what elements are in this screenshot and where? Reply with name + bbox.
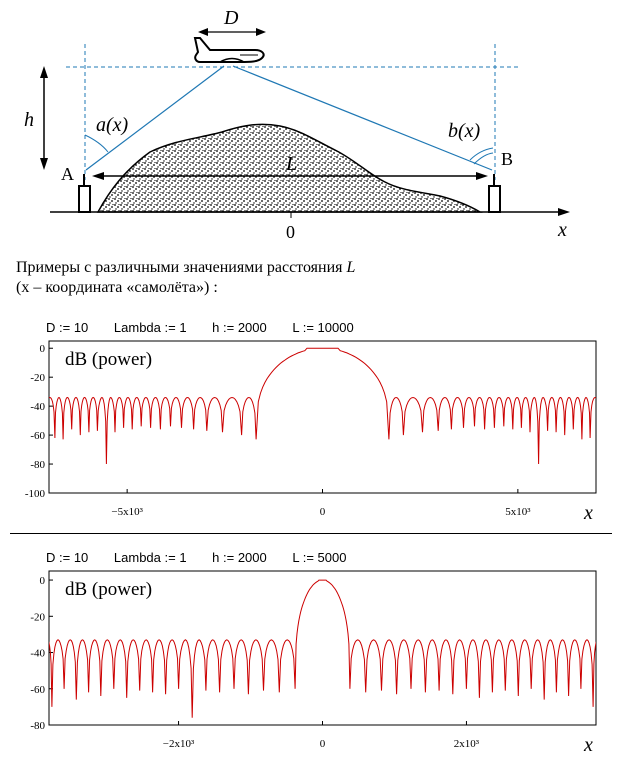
ray-a: [85, 65, 225, 171]
caption-line-1: Примеры с различными значениями расстоян…: [16, 258, 355, 278]
y-tick-label: 0: [40, 575, 46, 587]
airplane-icon: [193, 37, 265, 63]
tower-a: [78, 185, 91, 213]
x-variable-label: x: [583, 502, 593, 524]
y-tick-label: -20: [30, 611, 45, 623]
ray-b: [232, 65, 493, 171]
tower-b: [488, 185, 501, 213]
x-tick-label: −2x10³: [163, 738, 195, 750]
y-tick-label: -100: [25, 488, 46, 500]
x-axis-arrow: [558, 208, 570, 216]
x-tick-label: −5x10³: [111, 506, 143, 518]
label-h: h: [24, 109, 34, 131]
y-tick-label: -80: [30, 720, 45, 732]
caption: Примеры с различными значениями расстоян…: [16, 258, 355, 298]
plot2-param-h: h := 2000: [212, 550, 267, 565]
section-divider: [10, 533, 612, 534]
y-tick-label: -60: [30, 430, 45, 442]
y-tick-label: 0: [40, 343, 46, 355]
terrain-hill: [96, 123, 483, 213]
y-tick-label: -60: [30, 684, 45, 696]
y-tick-label: -40: [30, 648, 45, 660]
y-tick-label: -80: [30, 459, 45, 471]
plot2-param-L: L := 5000: [292, 550, 347, 565]
x-variable-label: x: [583, 734, 593, 756]
caption-line-1-text: Примеры с различными значениями расстоян…: [16, 259, 347, 276]
caption-L-var: L: [346, 259, 356, 276]
plot2-series-line: [49, 579, 596, 718]
label-a: a(x): [96, 114, 129, 136]
angle-b-arc-2: [473, 152, 494, 165]
plot1-chart: 0 -20 -40 -60 -80 -100 −5x10³ 0 5x10³ dB (power) x: [25, 340, 597, 524]
label-origin: 0: [286, 222, 295, 242]
y-tick-label: -40: [30, 401, 45, 413]
label-B: B: [501, 149, 513, 169]
plot1-params: D := 10 Lambda := 1 h := 2000 L := 10000: [46, 320, 376, 335]
angle-a-arc: [84, 134, 109, 153]
x-tick-label: 0: [320, 738, 326, 750]
label-L: L: [285, 153, 297, 175]
scene-diagram: D h a(x) b(x) L A B 0 x: [24, 7, 570, 242]
y-tick-label: -20: [30, 372, 45, 384]
plot2-param-D: D := 10: [46, 550, 89, 565]
plot2-chart: 0 -20 -40 -60 -80 −2x10³ 0 2x10³ dB (power) x: [30, 570, 597, 756]
caption-line-2: (x – координата «самолёта») :: [16, 279, 218, 296]
label-x-axis: x: [557, 219, 567, 241]
plot1-param-lambda: Lambda := 1: [113, 320, 187, 335]
plot1-param-h: h := 2000: [212, 320, 267, 335]
label-A: A: [61, 164, 74, 184]
plot1-series-line: [49, 347, 596, 465]
plot1-frame: [48, 340, 597, 494]
plot1-param-L: L := 10000: [292, 320, 354, 335]
plot2-frame: [48, 570, 597, 726]
label-b: b(x): [448, 120, 481, 142]
plot2-params: D := 10 Lambda := 1 h := 2000 L := 5000: [46, 550, 368, 565]
plot2-param-lambda: Lambda := 1: [113, 550, 187, 565]
x-tick-label: 0: [320, 506, 326, 518]
y-axis-label: dB (power): [65, 579, 152, 600]
x-tick-label: 5x10³: [505, 506, 531, 518]
label-D: D: [223, 7, 239, 29]
angle-b-arc-1: [469, 147, 494, 161]
x-tick-label: 2x10³: [454, 738, 480, 750]
y-axis-label: dB (power): [65, 349, 152, 370]
plot1-param-D: D := 10: [46, 320, 89, 335]
